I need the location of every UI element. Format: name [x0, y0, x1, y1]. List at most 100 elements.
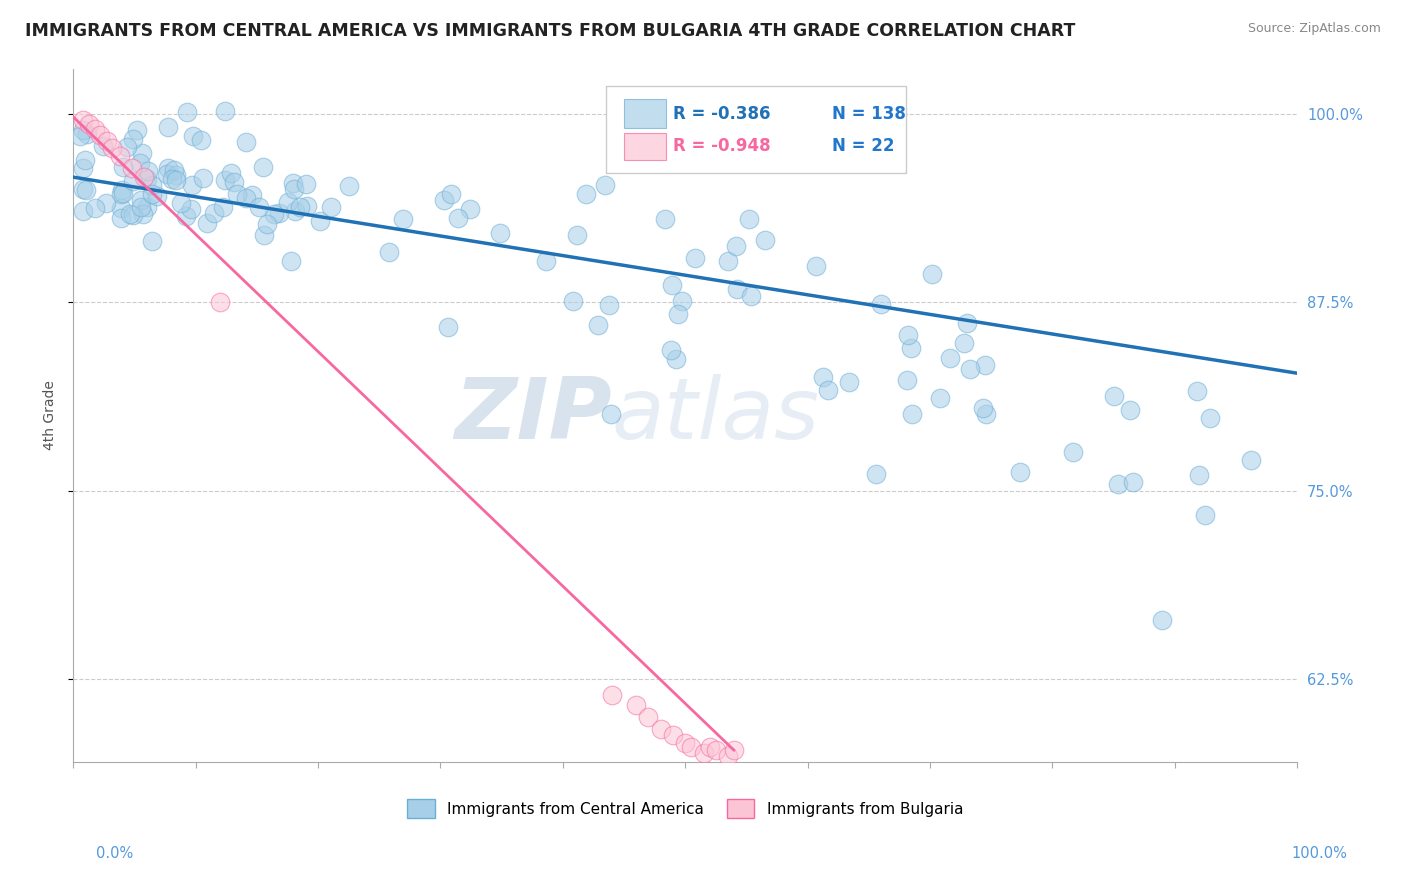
Point [671, 294, 693, 309]
Point [650, 723, 672, 737]
Y-axis label: 4th Grade: 4th Grade [44, 381, 58, 450]
Point [598, 298, 620, 312]
Point [699, 740, 721, 755]
Point [125, 123, 148, 137]
Point [1240, 452, 1263, 467]
Point [191, 170, 214, 185]
Point [83, 201, 105, 215]
Point [111, 186, 134, 200]
Point [1188, 468, 1211, 483]
Point [281, 176, 304, 190]
Point [72, 204, 94, 219]
Point [929, 391, 952, 405]
Point [717, 749, 740, 764]
Point [110, 187, 132, 202]
Point [661, 277, 683, 292]
Point [1152, 613, 1174, 627]
Point [181, 128, 204, 143]
Point [224, 175, 246, 189]
Point [283, 203, 305, 218]
Point [253, 228, 276, 243]
Text: IMMIGRANTS FROM CENTRAL AMERICA VS IMMIGRANTS FROM BULGARIA 4TH GRADE CORRELATIO: IMMIGRANTS FROM CENTRAL AMERICA VS IMMIG… [25, 22, 1076, 40]
FancyBboxPatch shape [624, 133, 665, 161]
Text: R = -0.386: R = -0.386 [673, 104, 770, 122]
Point [181, 178, 204, 192]
Point [900, 407, 922, 421]
Point [1194, 508, 1216, 522]
Point [157, 161, 180, 175]
Point [277, 195, 299, 210]
Point [754, 233, 776, 247]
Point [1008, 465, 1031, 479]
Point [141, 234, 163, 248]
Point [157, 120, 180, 134]
Point [1199, 410, 1222, 425]
Point [565, 227, 588, 242]
Text: 0.0%: 0.0% [96, 847, 132, 861]
Point [165, 169, 187, 183]
Point [129, 156, 152, 170]
Point [129, 200, 152, 214]
Point [956, 316, 979, 330]
Point [740, 289, 762, 303]
Point [973, 358, 995, 372]
FancyBboxPatch shape [624, 99, 665, 128]
Point [817, 383, 839, 397]
Point [176, 104, 198, 119]
Point [586, 318, 609, 332]
Point [263, 207, 285, 221]
Point [235, 135, 257, 149]
Point [725, 282, 748, 296]
Point [921, 268, 943, 282]
Point [972, 401, 994, 415]
Point [683, 252, 706, 266]
Point [1062, 445, 1084, 459]
Point [226, 186, 249, 201]
Point [129, 193, 152, 207]
Point [162, 172, 184, 186]
Point [593, 178, 616, 193]
Point [600, 688, 623, 702]
Point [111, 183, 134, 197]
Text: Source: ZipAtlas.com: Source: ZipAtlas.com [1247, 22, 1381, 36]
Point [717, 253, 740, 268]
Point [76, 127, 98, 141]
Point [637, 710, 659, 724]
Point [141, 187, 163, 202]
Point [433, 194, 456, 208]
Point [235, 191, 257, 205]
Point [575, 187, 598, 202]
Text: 100.0%: 100.0% [1291, 847, 1347, 861]
Point [75, 153, 97, 167]
Point [77, 117, 100, 131]
Point [240, 188, 263, 202]
Point [1122, 475, 1144, 489]
Point [121, 161, 143, 175]
Text: atlas: atlas [612, 374, 820, 457]
Point [190, 134, 212, 148]
Point [704, 743, 727, 757]
Point [256, 217, 278, 231]
Point [447, 211, 470, 225]
Point [460, 202, 482, 217]
Point [120, 207, 142, 221]
Point [136, 172, 159, 186]
Point [659, 343, 682, 358]
Point [163, 163, 186, 178]
Point [75, 183, 97, 197]
Point [132, 206, 155, 220]
Point [174, 209, 197, 223]
Point [737, 212, 759, 227]
Point [252, 160, 274, 174]
Point [214, 104, 236, 119]
Point [72, 112, 94, 127]
Point [440, 186, 463, 201]
Point [136, 164, 159, 178]
Point [214, 173, 236, 187]
Point [974, 407, 997, 421]
Point [121, 174, 143, 188]
Point [283, 181, 305, 195]
Point [69, 128, 91, 143]
Point [122, 132, 145, 146]
Point [1187, 384, 1209, 399]
